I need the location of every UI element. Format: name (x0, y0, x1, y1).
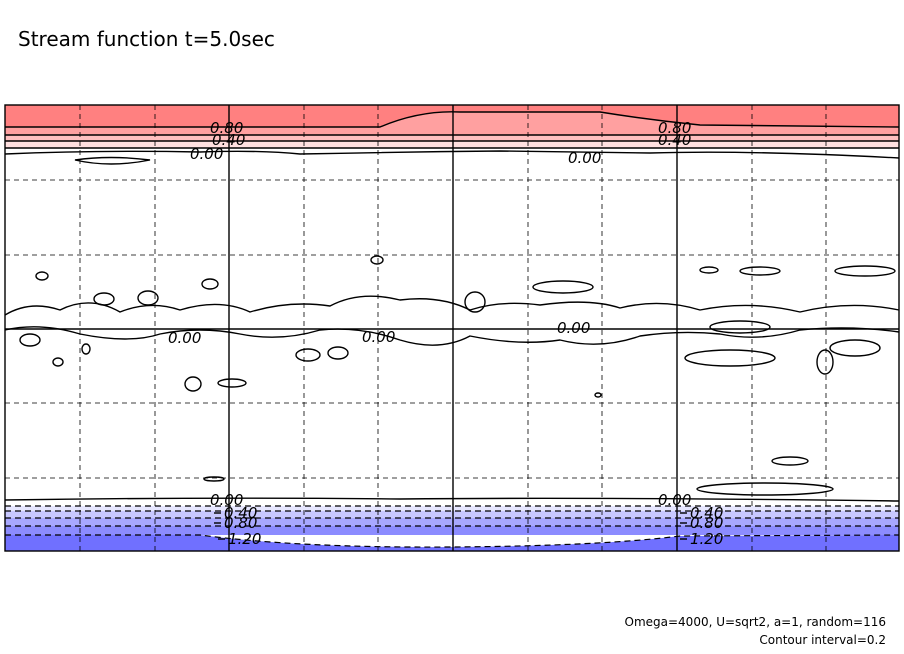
contour-label: 0.00 (210, 491, 243, 509)
contour-label: 0.00 (557, 319, 590, 337)
contour-label: 0.00 (362, 328, 395, 346)
contour-label: 0.80 (210, 119, 243, 137)
contour-label: 0.40 (690, 504, 723, 522)
contour-label: 0.00 (568, 149, 601, 167)
plot-area (4, 104, 900, 552)
contour-label: 1.20 (228, 530, 261, 548)
contour-label: 0.00 (190, 145, 223, 163)
note: Contour interval=0.2 (759, 633, 886, 647)
contour-label: 0.40 (224, 504, 257, 522)
contour-label: 0.40 (212, 131, 245, 149)
plot-frame (4, 104, 900, 552)
band (5, 535, 899, 551)
title: Stream function t=5.0sec (18, 27, 275, 51)
contours (4, 111, 900, 548)
band (5, 141, 899, 148)
contour-label: 0.80 (690, 514, 723, 532)
contour-label: 0.00 (658, 491, 691, 509)
band (5, 526, 899, 535)
band (5, 518, 899, 526)
band (5, 506, 899, 511)
contour-label: 0.00 (168, 329, 201, 347)
contour-label: 0.80 (224, 514, 257, 532)
contour-label: 1.20 (690, 530, 723, 548)
grid (5, 105, 899, 551)
band (5, 135, 899, 141)
contour-labels: 0.800.400.000.800.400.000.00 0.00 0.000.00… (168, 119, 723, 548)
band (5, 511, 899, 518)
contour-label: 0.40 (658, 131, 691, 149)
contour-label: 0.80 (658, 119, 691, 137)
note: Omega=4000, U=sqrt2, a=1, random=116 (625, 615, 887, 629)
